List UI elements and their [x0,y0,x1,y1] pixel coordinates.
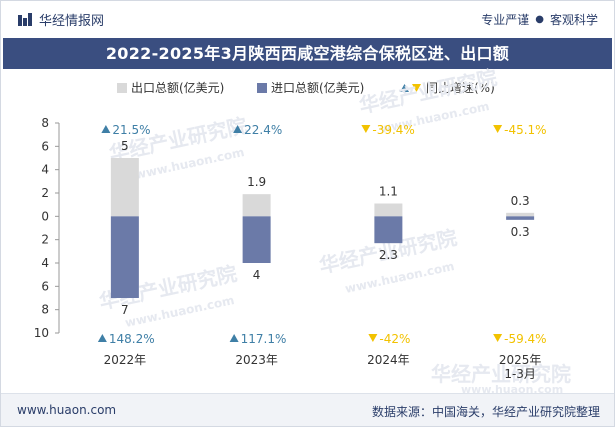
slogan-right: 客观科学 [549,13,598,27]
y-tick-label: 2 [41,186,49,200]
growth-down-arrow-icon [493,334,503,342]
growth-label-export: -39.4% [372,123,414,137]
brand[interactable]: 华经情报网 [17,10,104,29]
data-label-import: 0.3 [511,225,530,239]
y-tick-label: 4 [41,256,49,270]
y-tick-label: 8 [41,303,49,317]
bar-export [110,158,139,217]
data-label-import: 7 [121,303,129,317]
footer: www.huaon.com 数据来源：中国海关，华经产业研究院整理 [1,393,614,426]
y-tick-label: 8 [41,116,49,130]
growth-down-arrow-icon [361,125,371,133]
legend-item-export: 出口总额(亿美元) [117,79,224,96]
growth-label-import: -42% [379,332,410,346]
slogan-dot: ● [535,14,544,25]
bar-export [506,212,535,217]
growth-label-import: 148.2% [109,332,155,346]
y-tick-label: 4 [41,163,49,177]
data-label-import: 4 [253,268,261,282]
data-label-export: 1.1 [379,185,398,199]
bar-import [374,216,403,244]
y-tick-label: 2 [41,233,49,247]
bar-import [110,216,139,298]
chart-title: 2022-2025年3月陕西西咸空港综合保税区进、出口额 [3,38,612,69]
x-tick-label: 2025年 [499,353,542,367]
bar-import [242,216,271,263]
bar-export [242,194,271,217]
footer-source: 数据来源：中国海关，华经产业研究院整理 [371,405,600,419]
slogan-left: 专业严谨 [481,13,530,27]
bar-export [374,203,403,217]
growth-label-export: -45.1% [504,123,546,137]
growth-label-import: -59.4% [504,332,546,346]
y-tick-label: 0 [41,209,49,223]
growth-up-arrow-icon [229,334,239,342]
data-label-export: 0.3 [511,194,530,208]
data-label-export: 1.9 [247,175,266,189]
data-label-import: 2.3 [379,248,398,262]
growth-label-export: 22.4% [244,123,282,137]
legend-label-export: 出口总额(亿美元) [131,81,225,95]
slogan: 专业严谨 ● 客观科学 [481,11,598,28]
data-label-export: 5 [121,139,129,153]
footer-url[interactable]: www.huaon.com [17,403,117,417]
growth-down-arrow-icon [368,334,378,342]
x-tick-label: 2022年 [104,353,147,367]
y-tick-label: 6 [41,139,49,153]
legend-growth-arrows-icon [400,83,421,92]
growth-up-arrow-icon [233,125,243,133]
legend-swatch-export [117,82,127,93]
y-tick-label: 6 [41,279,49,293]
growth-label-export: 21.5% [112,123,150,137]
legend-label-import: 进口总额(亿美元) [271,81,365,95]
legend-item-import: 进口总额(亿美元) [257,79,364,96]
legend-swatch-import [257,82,267,93]
y-tick-label: 10 [34,326,49,340]
legend-item-growth: 同比增速(%) [400,79,495,96]
top-bar: 华经情报网 专业严谨 ● 客观科学 [1,1,614,37]
x-tick-label: 2023年 [235,353,278,367]
x-tick-label: 1-3月 [504,367,536,381]
growth-up-arrow-icon [101,125,111,133]
brand-name: 华经情报网 [39,14,105,29]
growth-up-arrow-icon [97,334,107,342]
x-tick-label: 2024年 [367,353,410,367]
growth-label-import: 117.1% [241,332,287,346]
growth-down-arrow-icon [493,125,503,133]
legend-label-growth: 同比增速(%) [426,81,495,95]
bar-import [506,216,535,220]
legend: 出口总额(亿美元) 进口总额(亿美元) 同比增速(%) [1,79,614,95]
brand-logo-icon [18,12,32,26]
